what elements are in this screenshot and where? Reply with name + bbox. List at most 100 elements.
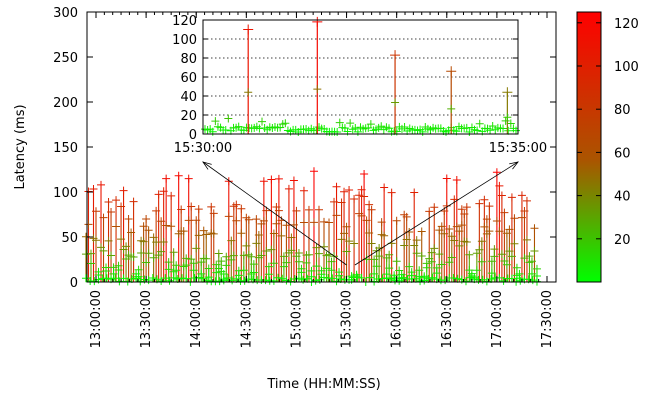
baseline-plus-marker — [169, 273, 178, 282]
plus-marker — [395, 266, 404, 275]
plus-marker — [522, 235, 531, 244]
plus-marker — [325, 218, 334, 227]
plus-marker — [299, 186, 308, 195]
plus-marker — [392, 257, 401, 266]
inset-plot: 0 20 40 60 80 100 120 15:30:00 15:35:00 — [172, 14, 547, 156]
plus-marker — [184, 174, 193, 183]
plus-marker — [455, 227, 464, 236]
plus-marker — [187, 255, 196, 264]
inset-plus-marker — [281, 119, 290, 128]
plus-marker — [350, 239, 359, 248]
plus-marker — [209, 229, 218, 238]
plus-marker — [377, 218, 386, 227]
y-tick-label: 100 — [53, 186, 78, 201]
baseline-plus-marker — [119, 274, 128, 283]
plus-marker — [400, 241, 409, 250]
plus-marker — [119, 186, 128, 195]
plus-marker — [177, 205, 186, 214]
x-tick-label: 15:00:00 — [289, 290, 304, 348]
plus-marker — [437, 222, 446, 231]
arrow-head — [202, 161, 212, 170]
plus-marker — [99, 246, 108, 255]
plus-marker — [289, 176, 298, 185]
plus-marker — [487, 257, 496, 266]
colorbar-tick-label: 120 — [614, 17, 639, 32]
plus-marker — [224, 212, 233, 221]
x-tick-label: 16:00:00 — [390, 290, 405, 348]
plus-marker — [174, 171, 183, 180]
plus-marker — [86, 259, 95, 268]
plus-marker — [264, 262, 273, 271]
inset-plus-marker — [506, 119, 515, 128]
plus-marker — [182, 254, 191, 263]
plus-marker — [482, 215, 491, 224]
plus-marker — [267, 175, 276, 184]
baseline-plus-marker — [102, 274, 111, 283]
plus-marker — [139, 237, 148, 246]
plus-marker — [189, 266, 198, 275]
plus-marker — [370, 255, 379, 264]
plus-marker — [279, 262, 288, 271]
plus-marker — [365, 200, 374, 209]
plus-marker — [437, 260, 446, 269]
plus-marker — [505, 247, 514, 256]
plus-marker — [112, 222, 121, 231]
baseline-plus-marker — [161, 274, 170, 283]
plus-marker — [239, 251, 248, 260]
inset-grid — [203, 38, 518, 116]
plus-marker — [142, 258, 151, 267]
inset-spike-marker — [390, 50, 401, 61]
plus-marker — [292, 206, 301, 215]
plus-marker — [92, 207, 100, 216]
baseline-plus-marker — [182, 274, 191, 283]
plus-marker — [357, 211, 366, 220]
plus-marker — [104, 198, 113, 207]
plus-marker — [410, 188, 419, 197]
x-tick-label: 13:30:00 — [139, 290, 154, 348]
inset-plus-marker — [465, 127, 474, 136]
baseline-plus-marker — [240, 276, 249, 285]
inset-plus-marker — [475, 119, 484, 128]
plus-marker — [410, 241, 419, 250]
plus-marker — [89, 185, 98, 194]
plus-marker — [322, 264, 331, 273]
plus-marker — [337, 235, 346, 244]
plus-marker — [332, 182, 341, 191]
plus-marker — [252, 239, 261, 248]
y-tick-label: 300 — [53, 6, 78, 21]
plus-marker — [427, 248, 436, 257]
plus-marker — [440, 229, 449, 238]
plus-marker — [249, 268, 258, 277]
plus-marker — [495, 181, 504, 190]
plus-marker — [327, 266, 336, 275]
inset-y-tick-label: 100 — [172, 33, 197, 48]
plus-marker — [500, 208, 509, 217]
plus-marker — [277, 231, 286, 240]
baseline-plus-marker — [232, 274, 241, 283]
plus-marker — [217, 257, 226, 266]
inset-y-tick-label: 80 — [180, 52, 197, 67]
plus-marker — [232, 216, 241, 225]
plus-marker — [112, 196, 121, 205]
plus-marker — [532, 264, 541, 273]
plus-marker — [244, 215, 253, 224]
inset-x-tick-label: 15:35:00 — [489, 141, 547, 156]
inset-y-tick-label: 60 — [180, 71, 197, 86]
plus-marker — [362, 216, 371, 225]
plus-marker — [134, 265, 143, 274]
inset-plus-marker — [346, 119, 355, 128]
plus-marker — [162, 221, 171, 230]
plus-marker — [194, 205, 203, 214]
plus-marker — [99, 213, 108, 222]
plus-marker — [360, 170, 369, 178]
plus-marker — [122, 242, 131, 251]
plus-marker — [242, 241, 251, 250]
plus-marker — [262, 206, 271, 215]
plus-marker — [345, 185, 354, 194]
plus-marker — [182, 261, 191, 270]
inset-plus-marker — [447, 104, 456, 113]
baseline-plus-marker — [215, 277, 224, 286]
plus-marker — [492, 216, 501, 225]
plus-marker — [337, 198, 346, 207]
